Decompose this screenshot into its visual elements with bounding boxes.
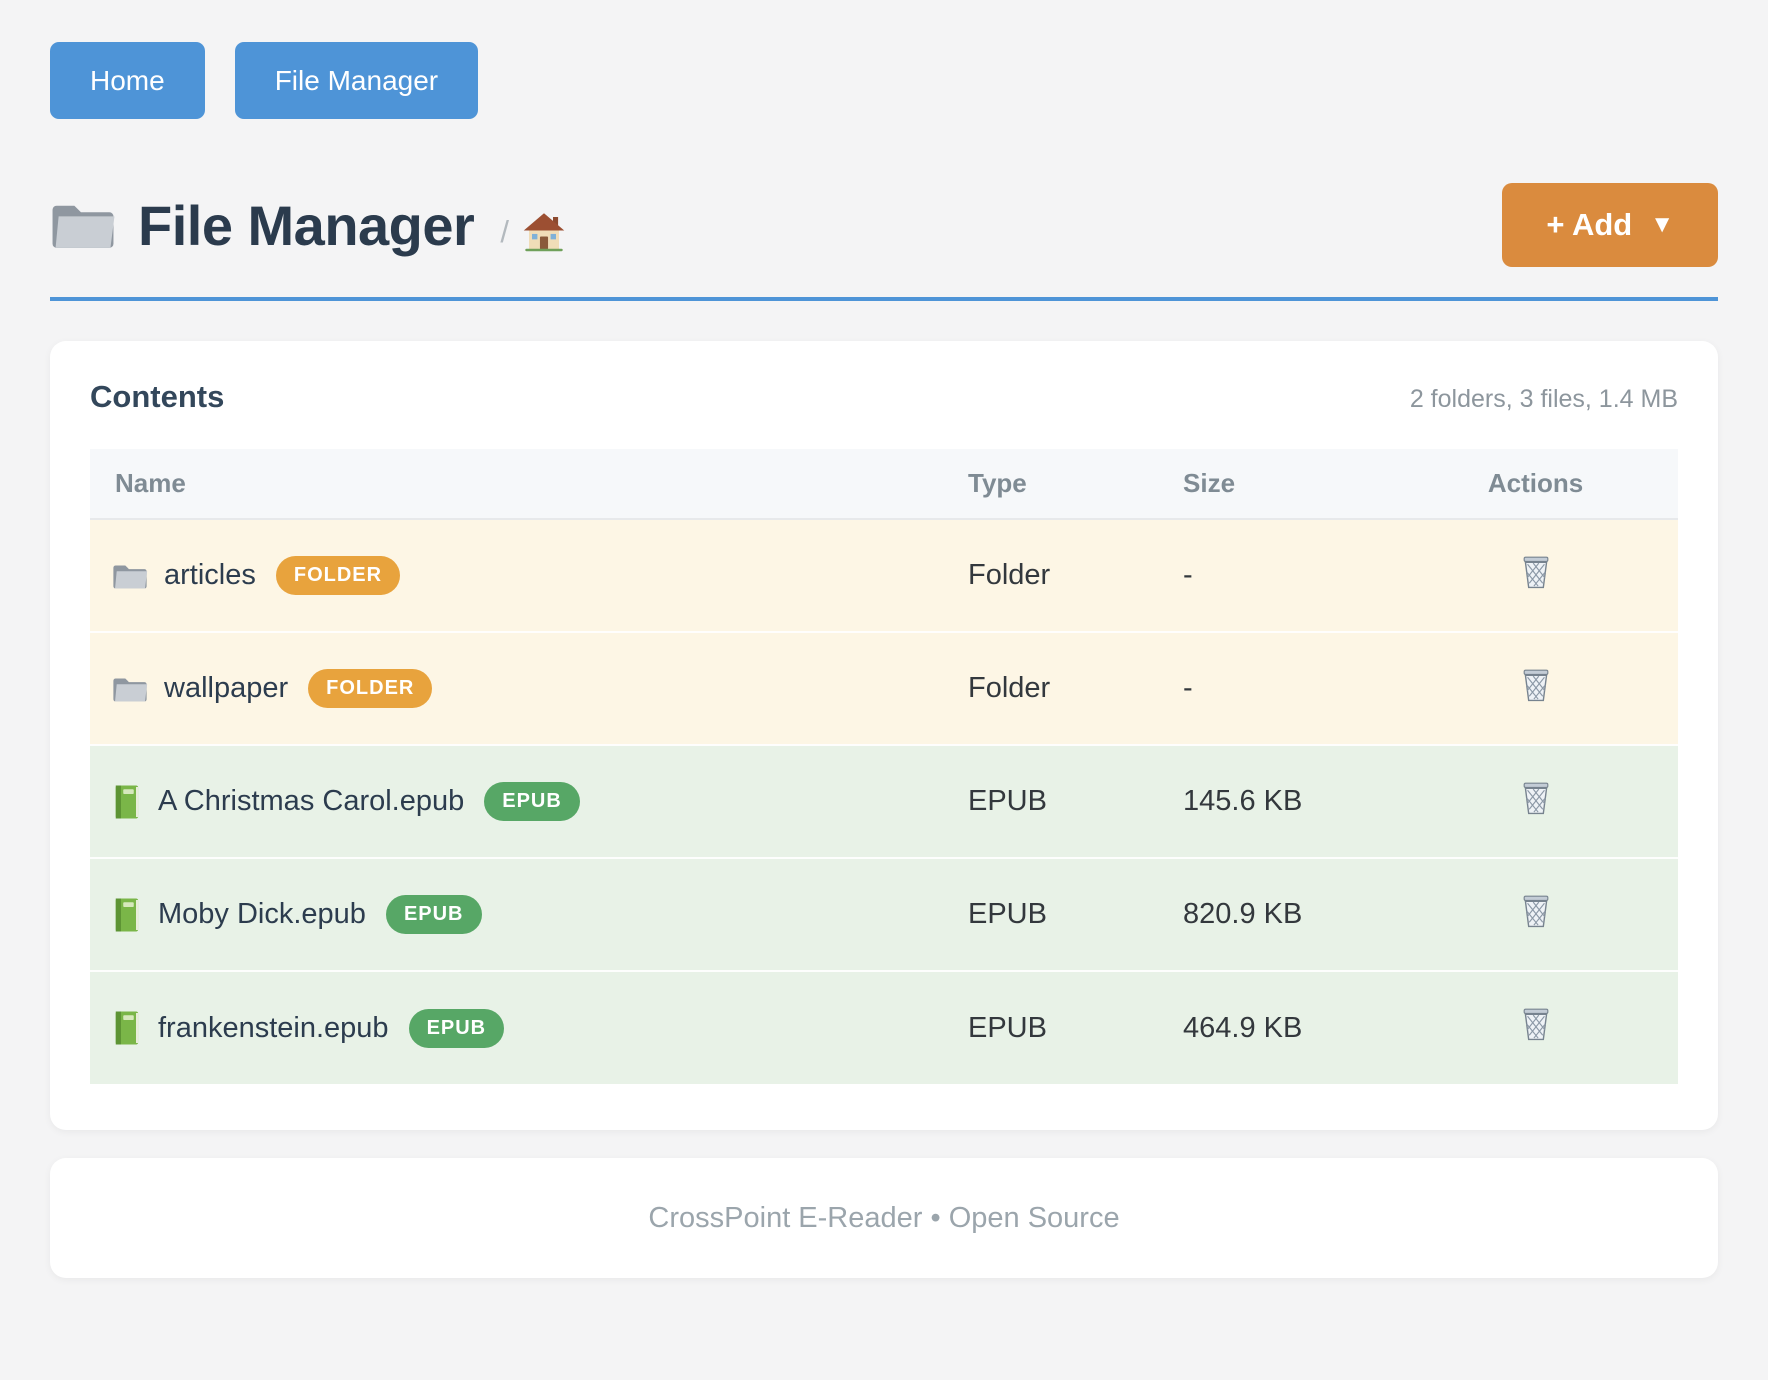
table-row[interactable]: articles FOLDER Folder - bbox=[90, 519, 1678, 632]
file-actions-cell bbox=[1393, 745, 1678, 858]
column-header-actions: Actions bbox=[1393, 449, 1678, 520]
file-size-cell: 464.9 KB bbox=[1183, 1011, 1303, 1044]
file-name-cell: A Christmas Carol.epub EPUB bbox=[90, 745, 968, 858]
file-type-badge: EPUB bbox=[385, 895, 482, 934]
book-icon bbox=[112, 1010, 142, 1046]
column-header-name: Name bbox=[90, 449, 968, 520]
breadcrumb-separator: / bbox=[500, 214, 509, 249]
table-row[interactable]: wallpaper FOLDER Folder - bbox=[90, 632, 1678, 745]
delete-button[interactable] bbox=[1519, 1005, 1553, 1043]
folder-icon bbox=[112, 561, 148, 591]
table-header-row: Name Type Size Actions bbox=[90, 449, 1678, 520]
folder-icon bbox=[50, 198, 116, 252]
contents-summary: 2 folders, 3 files, 1.4 MB bbox=[1409, 385, 1678, 413]
file-type-cell: EPUB bbox=[968, 898, 1047, 930]
file-type-cell: EPUB bbox=[968, 785, 1047, 817]
file-name-cell: wallpaper FOLDER bbox=[90, 632, 968, 745]
delete-button[interactable] bbox=[1519, 779, 1553, 817]
file-size-cell: 145.6 KB bbox=[1183, 785, 1303, 817]
file-type-cell: Folder bbox=[968, 559, 1051, 591]
file-type-cell: EPUB bbox=[968, 1011, 1047, 1044]
footer: CrossPoint E-Reader • Open Source bbox=[50, 1158, 1718, 1278]
add-button-label: + Add bbox=[1546, 207, 1633, 242]
column-header-type: Type bbox=[968, 449, 1183, 520]
book-icon bbox=[112, 784, 142, 820]
file-size-cell: 820.9 KB bbox=[1183, 898, 1303, 930]
page-title-group: File Manager / bbox=[50, 193, 565, 258]
page-title: File Manager bbox=[138, 193, 475, 257]
page: Home File Manager File Manager / bbox=[50, 42, 1718, 1278]
book-icon bbox=[112, 897, 142, 933]
contents-card: Contents 2 folders, 3 files, 1.4 MB Name… bbox=[50, 341, 1718, 1130]
delete-button[interactable] bbox=[1519, 666, 1553, 704]
file-name[interactable]: Moby Dick.epub bbox=[158, 898, 366, 930]
file-name-cell: Moby Dick.epub EPUB bbox=[90, 858, 968, 971]
file-size-cell: - bbox=[1183, 559, 1193, 591]
house-icon[interactable] bbox=[523, 212, 565, 252]
trash-icon bbox=[1519, 556, 1553, 594]
home-button[interactable]: Home bbox=[50, 42, 205, 119]
file-type-badge: FOLDER bbox=[275, 556, 401, 595]
file-type-cell: Folder bbox=[968, 672, 1051, 704]
file-name-cell: articles FOLDER bbox=[90, 519, 968, 632]
table-body: articles FOLDER Folder - bbox=[90, 519, 1678, 1084]
file-name-cell: frankenstein.epub EPUB bbox=[90, 971, 968, 1084]
file-actions-cell bbox=[1393, 971, 1678, 1084]
file-name[interactable]: frankenstein.epub bbox=[158, 1011, 389, 1044]
trash-icon bbox=[1519, 669, 1553, 707]
file-manager-button[interactable]: File Manager bbox=[234, 42, 479, 119]
contents-title: Contents bbox=[90, 379, 225, 414]
file-name[interactable]: articles bbox=[164, 559, 256, 591]
table-row[interactable]: A Christmas Carol.epub EPUB EPUB 145.6 K… bbox=[90, 745, 1678, 858]
table-row[interactable]: frankenstein.epub EPUB EPUB 464.9 KB bbox=[90, 971, 1678, 1084]
file-actions-cell bbox=[1393, 858, 1678, 971]
delete-button[interactable] bbox=[1519, 892, 1553, 930]
folder-icon bbox=[112, 674, 148, 704]
trash-icon bbox=[1519, 782, 1553, 820]
file-type-badge: EPUB bbox=[408, 1008, 505, 1048]
chevron-down-icon: ▼ bbox=[1650, 211, 1674, 238]
contents-table: Name Type Size Actions bbox=[90, 449, 1678, 1084]
file-type-badge: FOLDER bbox=[308, 669, 433, 708]
trash-icon bbox=[1519, 1008, 1553, 1046]
file-actions-cell bbox=[1393, 632, 1678, 745]
file-name[interactable]: A Christmas Carol.epub bbox=[158, 785, 465, 817]
column-header-size: Size bbox=[1183, 449, 1393, 520]
file-type-badge: EPUB bbox=[484, 782, 580, 821]
add-button[interactable]: + Add ▼ bbox=[1502, 183, 1718, 267]
table-row[interactable]: Moby Dick.epub EPUB EPUB 820.9 KB bbox=[90, 858, 1678, 971]
file-name[interactable]: wallpaper bbox=[164, 672, 289, 704]
top-nav: Home File Manager bbox=[50, 42, 1718, 119]
trash-icon bbox=[1519, 895, 1553, 933]
contents-card-header: Contents 2 folders, 3 files, 1.4 MB bbox=[90, 379, 1678, 415]
page-header: File Manager / + Add ▼ bbox=[50, 183, 1718, 267]
file-actions-cell bbox=[1393, 519, 1678, 632]
footer-text: CrossPoint E-Reader • Open Source bbox=[648, 1201, 1120, 1234]
delete-button[interactable] bbox=[1519, 553, 1553, 591]
header-divider bbox=[50, 297, 1718, 301]
file-size-cell: - bbox=[1183, 672, 1193, 704]
